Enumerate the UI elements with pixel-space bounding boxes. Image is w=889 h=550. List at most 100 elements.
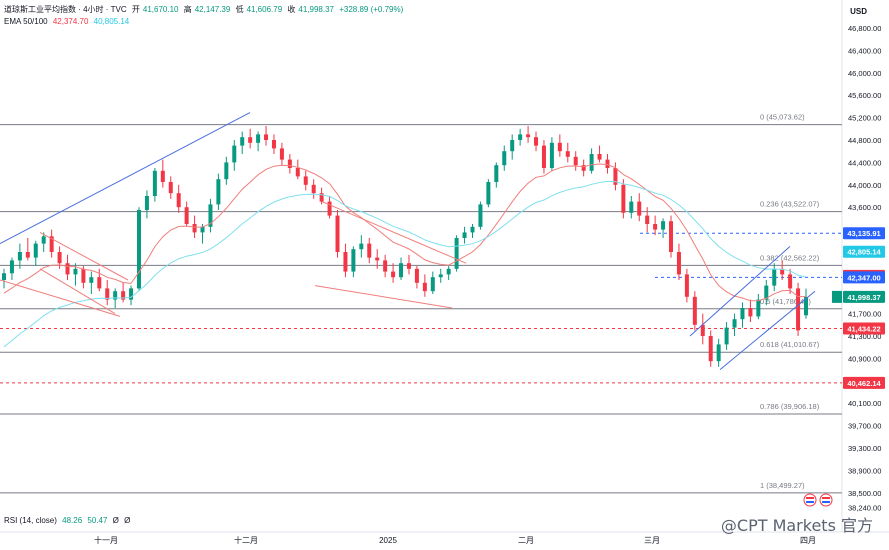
candle-body: [121, 291, 126, 300]
fib-level-label: 0.236 (43,522.07): [760, 200, 820, 209]
y-tick-label: 41,300.00: [848, 332, 881, 341]
rsi-value-3: Ø: [112, 516, 119, 525]
y-tick-label: 38,900.00: [848, 466, 881, 475]
candle-body: [57, 252, 62, 264]
y-tick-label: 44,400.00: [848, 158, 881, 167]
fib-level-label: 0.786 (39,906.18): [760, 402, 820, 411]
symbol-header: 道琼斯工业平均指数 · 4小时 · TVC 开 41,670.10 高 42,147…: [4, 4, 406, 15]
fib-level-label: 1 (38,499.27): [760, 481, 805, 490]
candle-body: [724, 327, 729, 345]
candle-body: [33, 243, 38, 258]
fib-level-label: 0 (45,073.62): [760, 113, 805, 122]
y-tick-label: 43,600.00: [848, 203, 881, 212]
fib-level-label: 0.382 (42,562.22): [760, 253, 820, 262]
ema-label: EMA 50/100: [4, 17, 48, 26]
close-value: 41,998.37: [298, 5, 334, 14]
candle-body: [684, 274, 689, 297]
candle-body: [661, 221, 666, 230]
close-label: 收: [287, 5, 296, 14]
candle-body: [264, 134, 269, 140]
candle-body: [557, 142, 562, 152]
candle-body: [438, 274, 443, 278]
candle-body: [549, 142, 554, 168]
rsi-legend[interactable]: RSI (14, close) 48.26 50.47 Ø Ø: [4, 516, 133, 525]
candle-body: [764, 285, 769, 300]
ema50-value: 42,374.70: [52, 17, 89, 26]
candle-body: [65, 263, 70, 275]
price-tag-bg: [843, 245, 885, 258]
candle-body: [287, 159, 292, 168]
ema-legend[interactable]: EMA 50/100 42,374.70 40,805.14: [4, 17, 132, 26]
symbol-title[interactable]: 道琼斯工业平均指数 · 4小时 · TVC: [4, 5, 127, 14]
flag-stripe: [822, 497, 830, 499]
candle-body: [804, 296, 808, 316]
candle-body: [510, 140, 515, 152]
candle-body: [780, 268, 785, 275]
candle-body: [708, 336, 713, 362]
y-tick-label: 39,300.00: [848, 444, 881, 453]
candle-body: [240, 137, 245, 146]
candle-body: [9, 260, 14, 274]
red-channel-lower: [0, 279, 121, 317]
candle-body: [152, 170, 157, 196]
candle-body: [597, 154, 602, 160]
candle-body: [589, 154, 594, 171]
candle-body: [541, 145, 546, 168]
rsi-label: RSI (14, close): [4, 516, 57, 525]
candle-body: [248, 137, 253, 143]
candle-body: [383, 260, 388, 272]
candle-body: [391, 271, 396, 278]
rsi-value-1: 48.26: [62, 516, 83, 525]
y-tick-label: 44,000.00: [848, 181, 881, 190]
candle-body: [144, 196, 149, 210]
candle-body: [462, 232, 467, 238]
red-channel-mid: [39, 268, 116, 315]
candle-body: [367, 243, 372, 258]
candle-body: [740, 308, 745, 320]
candle-body: [168, 182, 173, 194]
candle-body: [327, 201, 332, 216]
candle-body: [351, 249, 356, 272]
blue-trendline: [0, 112, 251, 245]
candle-body: [160, 170, 165, 182]
y-tick-label: 45,200.00: [848, 114, 881, 123]
price-tag-label: 40,462.14: [847, 379, 881, 388]
currency-label[interactable]: USD: [850, 7, 867, 16]
y-tick-label: 41,700.00: [848, 310, 881, 319]
candle-body: [534, 137, 539, 146]
price-tag-label: 42,805.14: [847, 248, 881, 257]
candle-body: [232, 145, 237, 163]
candle-body: [502, 151, 507, 166]
candle-body: [81, 268, 86, 283]
candle-body: [494, 165, 499, 182]
us-flag-icon: [819, 493, 833, 507]
candle-body: [41, 236, 46, 244]
y-tick-label: 39,700.00: [848, 422, 881, 431]
ema100-value: 40,805.14: [93, 17, 130, 26]
change-value: +328.89 (+0.79%): [339, 5, 404, 14]
low-value: 41,606.79: [246, 5, 283, 14]
candle-body: [335, 215, 340, 252]
y-tick-label: 46,800.00: [848, 24, 881, 33]
candle-body: [311, 184, 316, 194]
flag-stripe: [822, 501, 830, 503]
candle-body: [136, 210, 141, 289]
candle-body: [581, 165, 586, 171]
candle-body: [271, 140, 276, 149]
candle-body: [486, 182, 491, 205]
price-tag-bg: [843, 290, 885, 303]
y-tick-label: 38,500.00: [848, 489, 881, 498]
candle-body: [399, 263, 404, 278]
y-tick-label: 40,900.00: [848, 354, 881, 363]
candle-body: [17, 252, 22, 261]
candle-body: [732, 319, 737, 328]
ema100-line: [3, 180, 807, 348]
candle-body: [216, 179, 221, 205]
open-label: 开: [131, 5, 140, 14]
rising-channel-lower: [719, 290, 816, 370]
candle-body: [756, 299, 761, 317]
flag-stripe: [806, 501, 814, 503]
open-value: 41,670.10: [142, 5, 179, 14]
descending-wedge-lower: [314, 285, 453, 309]
